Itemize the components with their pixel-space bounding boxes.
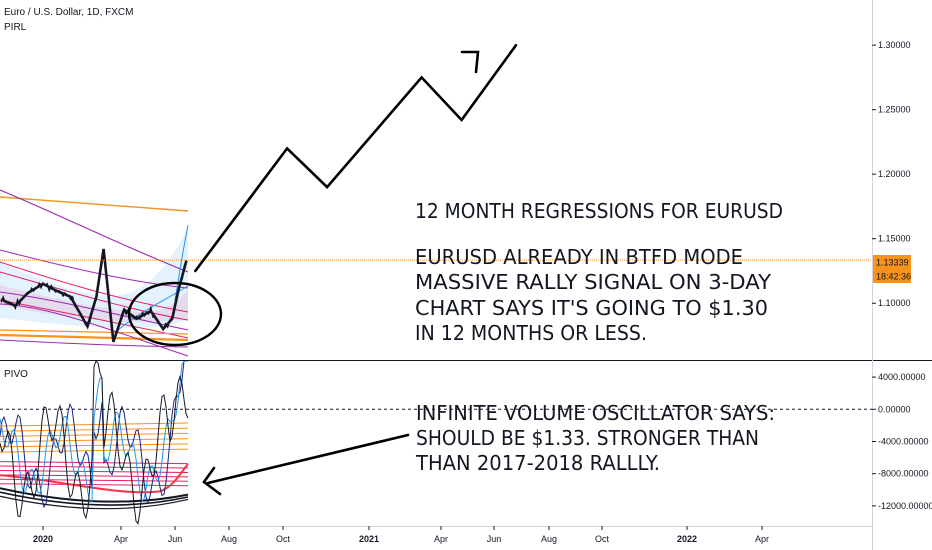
time-tick-label: Oct (276, 534, 291, 544)
projection-arrow-head (460, 50, 480, 74)
osc-volume-line (0, 361, 188, 503)
regression-line (0, 189, 189, 273)
osc-tick-label: 4000.00000 (878, 372, 926, 382)
time-tick-label: 2021 (359, 534, 379, 544)
osc-regression-line (0, 491, 189, 506)
time-tick-label: Apr (434, 534, 448, 544)
time-tick-label: Apr (755, 534, 769, 544)
oscillator-lines (0, 361, 189, 525)
time-axis[interactable]: 2020 Apr Jun Aug Oct 2021 Apr Jun Aug Oct 2022 Apr (33, 526, 769, 544)
osc-regression-line (0, 495, 189, 510)
oscillator-arrow-head (202, 466, 222, 496)
regression-line (0, 249, 189, 289)
osc-tick-label: 0.00000 (878, 404, 911, 414)
osc-volume-line (0, 361, 189, 525)
time-tick-label: Oct (595, 534, 610, 544)
annotation-main-title: 12 MONTH REGRESSIONS FOR EURUSD (415, 199, 783, 223)
annotation-osc-line: THAN 2017-2018 RALLLY. (415, 451, 660, 475)
oscillator-arrow (206, 433, 410, 485)
countdown-badge (873, 269, 911, 283)
countdown-value: 18:42:36 (876, 272, 911, 282)
confidence-band (0, 228, 188, 328)
osc-regression-line (0, 487, 189, 503)
price-tick-label: 1.30000 (878, 40, 911, 50)
regression-line (0, 271, 189, 321)
price-tick-label: 1.10000 (878, 298, 911, 308)
indicator-label-pirl[interactable]: PIRL (4, 22, 27, 33)
time-tick-label: 2022 (677, 534, 697, 544)
last-price-value: 1.13339 (876, 258, 909, 268)
price-tick-label: 1.15000 (878, 234, 911, 244)
oscillator-axis[interactable]: 4000.00000 0.00000 -4000.00000 -8000.00000 -… (872, 372, 932, 511)
regression-line (0, 261, 189, 313)
annotation-drawings (127, 43, 518, 496)
regression-line (0, 196, 189, 212)
oscillator-pane[interactable] (0, 361, 872, 525)
time-tick-label: Apr (114, 534, 128, 544)
time-tick-label: Aug (541, 534, 557, 544)
osc-tick-label: -8000.00000 (878, 469, 929, 479)
last-price-badge (873, 255, 911, 269)
price-axis[interactable]: 1.30000 1.25000 1.20000 1.15000 1.10000 (872, 40, 911, 308)
regression-band (0, 285, 188, 322)
time-tick-label: Aug (221, 534, 237, 544)
time-tick-label: Jun (487, 534, 502, 544)
price-smoothed-line (0, 248, 188, 343)
regression-line (0, 339, 189, 348)
osc-regression-line (0, 474, 189, 478)
annotation-main-line: CHART SAYS IT'S GOING TO $1.30 (415, 296, 768, 320)
annotation-main-line: MASSIVE RALLY SIGNAL ON 3-DAY (415, 270, 772, 294)
regression-bands (0, 228, 188, 328)
annotation-main-line: IN 12 MONTHS OR LESS. (415, 321, 647, 345)
projection-arrow (194, 43, 518, 273)
regression-line (0, 333, 189, 342)
regression-line (117, 285, 189, 331)
time-tick-label: Jun (168, 534, 183, 544)
price-tick-label: 1.25000 (878, 105, 911, 115)
highlight-ellipse (127, 281, 223, 347)
annotation-osc-line: SHOULD BE $1.33. STRONGER THAN (416, 426, 759, 450)
regression-line (0, 329, 189, 335)
indicator-label-pivo[interactable]: PIVO (4, 369, 28, 380)
time-tick-label: 2020 (33, 534, 53, 544)
price-pane[interactable] (0, 189, 872, 357)
price-tick-label: 1.20000 (878, 169, 911, 179)
osc-regression-line (0, 461, 189, 465)
regression-line (174, 224, 189, 301)
symbol-title[interactable]: Euro / U.S. Dollar, 1D, FXCM (4, 7, 133, 18)
osc-tick-label: -4000.00000 (878, 436, 929, 446)
osc-tick-label: -12000.00000 (878, 501, 932, 511)
annotation-main-line: EURUSD ALREADY IN BTFD MODE (415, 245, 743, 269)
annotation-osc-line: INFINITE VOLUME OSCILLATOR SAYS: (416, 401, 775, 425)
osc-regression-line (0, 465, 189, 469)
